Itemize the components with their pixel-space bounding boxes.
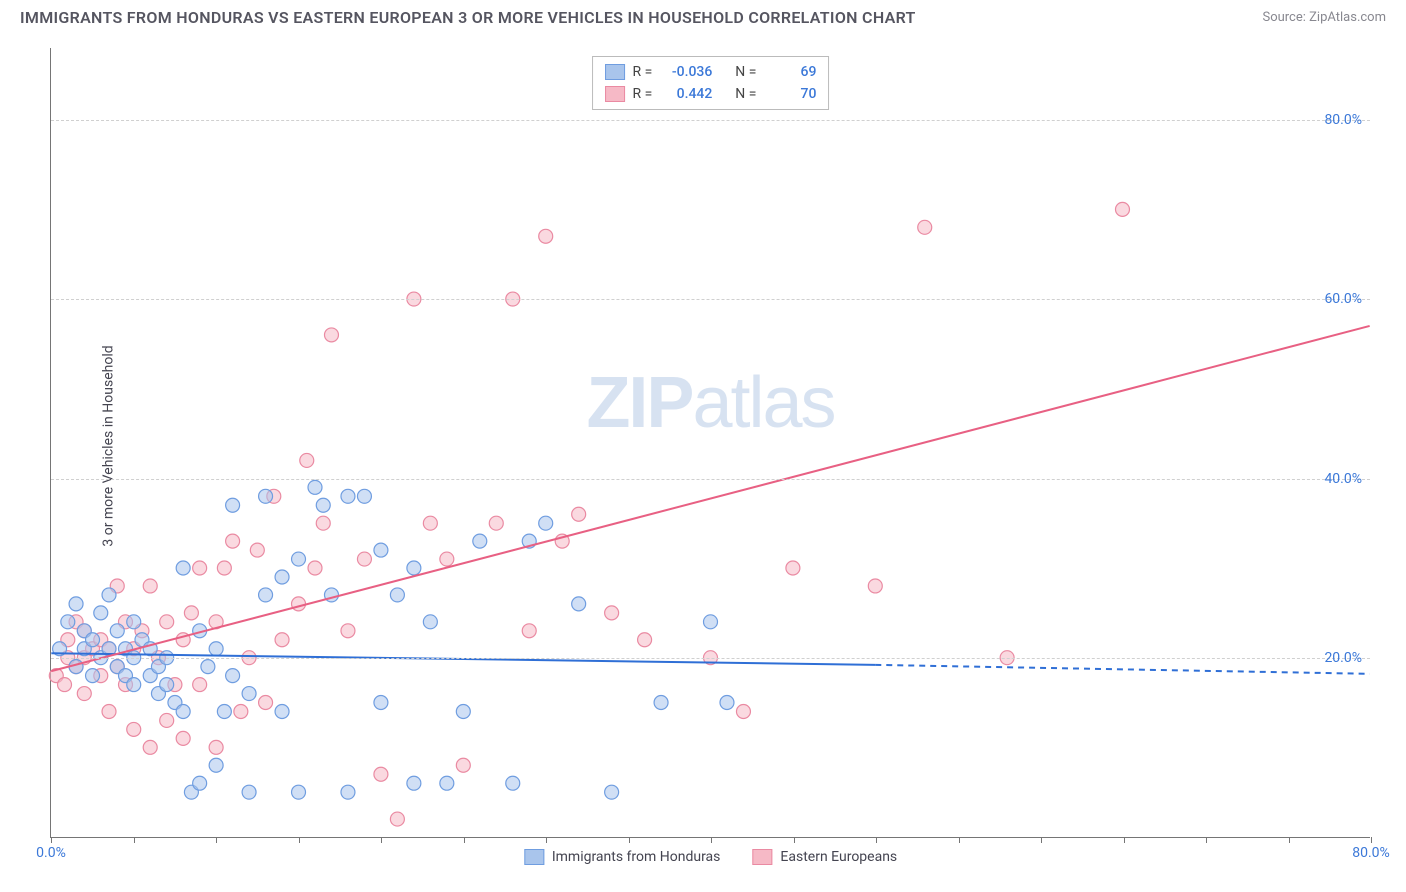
series-b-label: Eastern Europeans bbox=[780, 849, 897, 865]
xtick-mark bbox=[629, 837, 630, 843]
gridline bbox=[51, 299, 1370, 300]
gridline bbox=[51, 479, 1370, 480]
xtick-mark bbox=[711, 837, 712, 843]
xtick-mark bbox=[51, 837, 52, 843]
r-value-a: -0.036 bbox=[660, 61, 712, 83]
legend-row-a: R = -0.036 N = 69 bbox=[605, 61, 817, 83]
xtick-mark bbox=[1206, 837, 1207, 843]
xtick-mark bbox=[876, 837, 877, 843]
legend-row-b: R = 0.442 N = 70 bbox=[605, 83, 817, 105]
source-label: Source: ZipAtlas.com bbox=[1262, 10, 1386, 25]
r-value-b: 0.442 bbox=[660, 83, 712, 105]
xtick-mark bbox=[381, 837, 382, 843]
xtick-mark bbox=[959, 837, 960, 843]
xtick-mark bbox=[1124, 837, 1125, 843]
xtick-mark bbox=[1371, 837, 1372, 843]
xtick-mark bbox=[299, 837, 300, 843]
gridline bbox=[51, 658, 1370, 659]
series-legend: Immigrants from Honduras Eastern Europea… bbox=[524, 849, 897, 865]
swatch-b2 bbox=[752, 849, 772, 865]
xtick-mark bbox=[464, 837, 465, 843]
swatch-a2 bbox=[524, 849, 544, 865]
legend-item-b: Eastern Europeans bbox=[752, 849, 897, 865]
ytick-label: 80.0% bbox=[1324, 112, 1362, 128]
ytick-label: 20.0% bbox=[1324, 650, 1362, 666]
n-label-b: N = bbox=[735, 83, 756, 105]
xtick-label: 0.0% bbox=[36, 845, 66, 861]
ytick-label: 40.0% bbox=[1324, 471, 1362, 487]
n-label-a: N = bbox=[735, 61, 756, 83]
xtick-mark bbox=[1041, 837, 1042, 843]
xtick-label: 80.0% bbox=[1352, 845, 1390, 861]
r-label-a: R = bbox=[633, 61, 653, 83]
correlation-legend: R = -0.036 N = 69 R = 0.442 N = 70 bbox=[592, 56, 830, 110]
legend-item-a: Immigrants from Honduras bbox=[524, 849, 721, 865]
xtick-mark bbox=[134, 837, 135, 843]
xtick-mark bbox=[794, 837, 795, 843]
swatch-a bbox=[605, 64, 625, 80]
xtick-mark bbox=[546, 837, 547, 843]
ytick-label: 60.0% bbox=[1324, 291, 1362, 307]
series-a-label: Immigrants from Honduras bbox=[552, 849, 721, 865]
xtick-mark bbox=[216, 837, 217, 843]
n-value-a: 69 bbox=[764, 61, 816, 83]
n-value-b: 70 bbox=[764, 83, 816, 105]
swatch-b bbox=[605, 86, 625, 102]
chart-title: IMMIGRANTS FROM HONDURAS VS EASTERN EURO… bbox=[20, 8, 916, 27]
gridline bbox=[51, 120, 1370, 121]
chart-plot-area: ZIPatlas R = -0.036 N = 69 R = 0.442 N =… bbox=[50, 48, 1370, 838]
scatter-svg bbox=[51, 48, 1370, 837]
r-label-b: R = bbox=[633, 83, 653, 105]
xtick-mark bbox=[1289, 837, 1290, 843]
